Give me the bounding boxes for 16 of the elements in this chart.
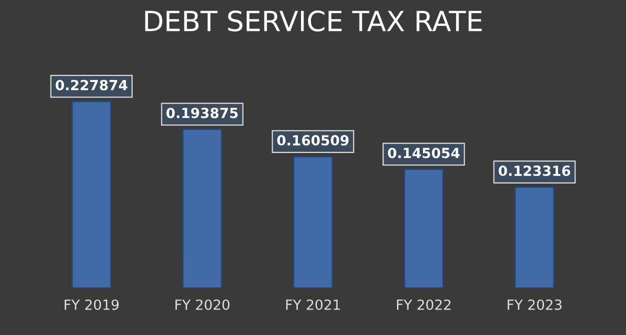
x-tick-label: FY 2019 [64, 299, 119, 310]
bar [404, 168, 444, 288]
data-label: 0.160509 [277, 135, 349, 146]
bar [514, 186, 555, 288]
bar [292, 156, 334, 288]
chart-title: DEBT SERVICE TAX RATE [145, 10, 482, 32]
data-label: 0.193875 [166, 108, 238, 118]
data-label: 0.145054 [388, 148, 460, 158]
x-tick-label: FY 2021 [286, 299, 340, 310]
bar [182, 128, 222, 288]
x-tick-label: FY 2022 [397, 299, 450, 310]
bar [71, 100, 112, 288]
data-label: 0.227874 [56, 80, 128, 90]
data-label: 0.123316 [498, 166, 570, 176]
x-tick-label: FY 2023 [508, 299, 562, 310]
x-tick-label: FY 2020 [175, 299, 230, 310]
